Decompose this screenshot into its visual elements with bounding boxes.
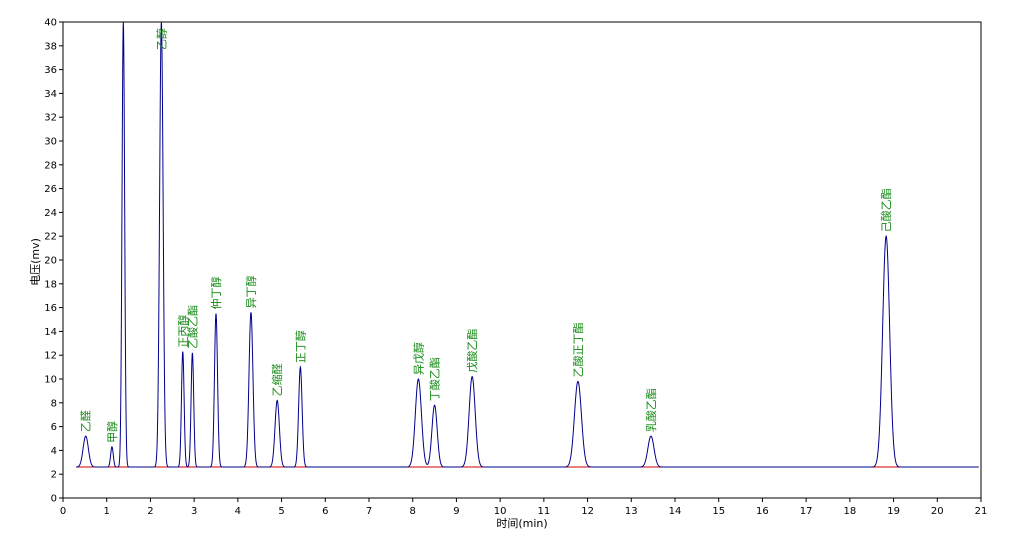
peak-label: 正丙醇 — [176, 315, 190, 348]
x-tick-label: 17 — [800, 506, 813, 517]
x-tick-label: 3 — [191, 506, 197, 517]
peak-label: 仲丁醇 — [209, 277, 223, 310]
x-axis-title: 时间(min) — [496, 517, 547, 530]
y-tick-label: 4 — [51, 446, 57, 457]
x-tick-label: 16 — [756, 506, 769, 517]
peak-label: 乙醛 — [79, 410, 93, 432]
y-tick-label: 36 — [44, 65, 57, 76]
peak-label: 甲醇 — [105, 421, 119, 443]
peak-label: 己酸乙酯 — [879, 188, 893, 232]
peak-label: 正丁醇 — [293, 330, 307, 363]
x-tick-label: 21 — [975, 506, 988, 517]
y-tick-label: 6 — [51, 422, 57, 433]
x-tick-label: 12 — [581, 506, 594, 517]
y-tick-label: 18 — [44, 279, 57, 290]
plot-area — [62, 21, 982, 499]
x-tick-label: 18 — [843, 506, 856, 517]
x-tick-label: 2 — [147, 506, 153, 517]
x-tick-label: 15 — [712, 506, 725, 517]
x-tick-label: 14 — [669, 506, 682, 517]
y-tick-label: 40 — [44, 18, 57, 29]
y-tick-label: 24 — [44, 208, 57, 219]
x-tick-label: 11 — [537, 506, 550, 517]
y-tick-label: 2 — [51, 470, 57, 481]
peak-label: 乳酸乙酯 — [644, 388, 658, 432]
x-tick-label: 13 — [625, 506, 638, 517]
y-tick-label: 0 — [51, 494, 57, 505]
x-tick-label: 9 — [453, 506, 459, 517]
x-tick-label: 0 — [60, 506, 66, 517]
y-tick-label: 12 — [44, 351, 57, 362]
x-tick-label: 4 — [235, 506, 241, 517]
y-axis-title: 电压(mv) — [29, 238, 42, 286]
x-tick-label: 1 — [104, 506, 110, 517]
x-tick-label: 7 — [366, 506, 372, 517]
peak-label: 丁酸乙酯 — [428, 357, 442, 401]
peak-label: 乙醇 — [154, 28, 168, 50]
y-tick-label: 38 — [44, 41, 57, 52]
y-tick-label: 8 — [51, 398, 57, 409]
y-tick-label: 10 — [44, 375, 57, 386]
x-tick-label: 10 — [494, 506, 507, 517]
peak-label: 乙酸乙酯 — [185, 305, 199, 349]
trace-layer — [76, 21, 979, 468]
y-tick-label: 32 — [44, 113, 57, 124]
peak-label: 异戊醇 — [411, 342, 425, 375]
peak-label: 乙酸正丁酯 — [571, 322, 585, 377]
y-tick-label: 16 — [44, 303, 57, 314]
y-tick-label: 34 — [44, 89, 57, 100]
y-tick-label: 22 — [44, 232, 57, 243]
peak-label: 乙缩醛 — [270, 363, 284, 396]
x-tick-label: 6 — [322, 506, 328, 517]
x-axis: 0 1 2 3 4 5 6 7 8 9 10 11 12 13 14 15 16 17 18 19 20 21 — [60, 498, 988, 517]
y-tick-label: 28 — [44, 160, 57, 171]
y-tick-label: 20 — [44, 256, 57, 267]
y-tick-label: 26 — [44, 184, 57, 195]
x-tick-label: 8 — [410, 506, 416, 517]
peak-label: 戊酸乙酯 — [465, 329, 479, 373]
x-tick-label: 20 — [931, 506, 944, 517]
signal-trace — [76, 21, 979, 468]
x-tick-label: 19 — [887, 506, 900, 517]
peak-label: 异丁醇 — [244, 275, 258, 308]
x-tick-label: 5 — [278, 506, 284, 517]
y-tick-label: 30 — [44, 137, 57, 148]
y-tick-label: 14 — [44, 327, 57, 338]
